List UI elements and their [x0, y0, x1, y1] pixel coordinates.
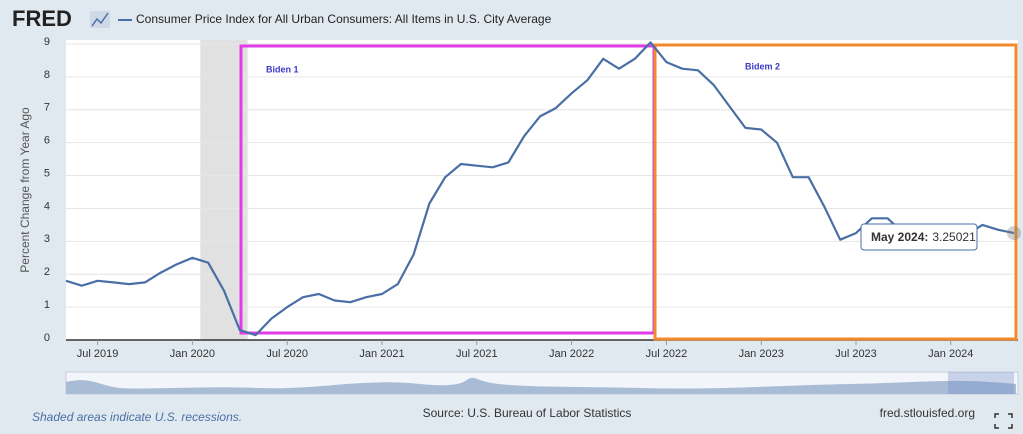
navigator	[65, 371, 1019, 395]
x-tick-label: Jul 2023	[835, 348, 877, 360]
x-tick-label: Jul 2022	[646, 348, 688, 360]
series-line	[65, 41, 1015, 337]
annotation-box	[653, 43, 1018, 341]
tooltip-label: May 2024:	[871, 230, 928, 244]
y-tick-label: 3	[44, 233, 50, 245]
annotation-label: Biden 1	[266, 64, 299, 74]
tooltip-value: 3.25021	[932, 230, 976, 244]
x-tick-label: Jul 2019	[77, 348, 119, 360]
y-tick-label: 5	[44, 167, 50, 179]
fullscreen-icon[interactable]	[994, 413, 1013, 429]
x-tick-label: Jan 2021	[359, 348, 404, 360]
y-tick-label: 6	[44, 135, 50, 147]
site: fred.stlouisfed.org	[880, 406, 975, 420]
x-tick-label: Jan 2022	[549, 348, 594, 360]
x-tick-label: Jan 2020	[170, 348, 215, 360]
y-tick-label: 2	[44, 266, 50, 278]
x-tick-label: Jan 2023	[739, 348, 784, 360]
source: Source: U.S. Bureau of Labor Statistics	[423, 406, 632, 420]
x-tick-label: Jul 2020	[266, 348, 308, 360]
y-tick-label: 0	[44, 332, 50, 344]
recession-note: Shaded areas indicate U.S. recessions.	[32, 410, 242, 424]
logo-line	[91, 12, 109, 27]
y-tick-label: 9	[44, 36, 50, 48]
y-axis-label: Percent Change from Year Ago	[18, 107, 32, 273]
hover-point	[1007, 226, 1021, 241]
tooltip-box	[860, 223, 978, 251]
navigator-window	[948, 372, 1014, 394]
brand: FRED	[12, 6, 72, 31]
annotation-label: Bidem 2	[745, 61, 780, 71]
y-tick-label: 4	[44, 200, 50, 212]
x-tick-label: Jan 2024	[928, 348, 973, 360]
logo-icon	[90, 11, 110, 28]
tooltip: May 2024: 3.25021	[871, 230, 976, 244]
navigator-area	[66, 377, 1016, 394]
y-tick-label: 7	[44, 102, 50, 114]
y-tick-label: 1	[44, 299, 50, 311]
x-tick-label: Jul 2021	[456, 348, 498, 360]
y-tick-label: 8	[44, 69, 50, 81]
legend-label: Consumer Price Index for All Urban Consu…	[136, 12, 552, 26]
